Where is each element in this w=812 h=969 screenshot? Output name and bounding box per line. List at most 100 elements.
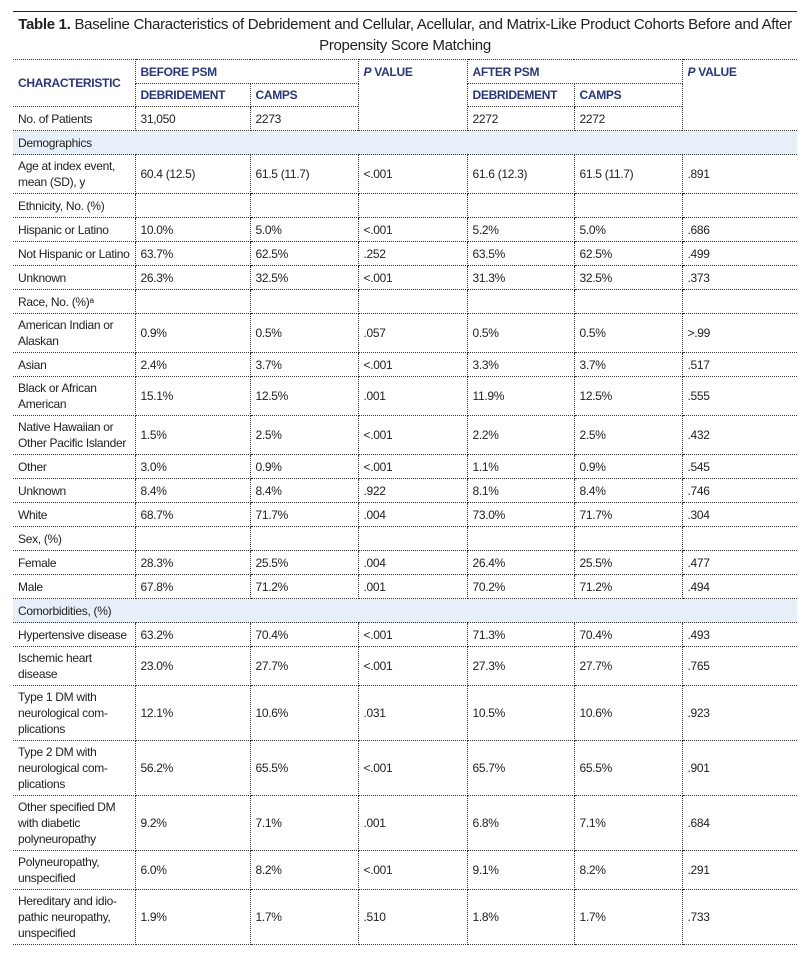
cell: 1.5%	[134, 415, 251, 455]
cell: 63.5%	[466, 241, 575, 266]
cell: 11.9%	[466, 376, 575, 416]
cell: <.001	[357, 740, 468, 796]
cell: 28.3%	[134, 550, 251, 575]
cell: .432	[681, 415, 798, 455]
table-row: Female 28.3% 25.5% .004 26.4% 25.5% .477	[13, 550, 798, 575]
row-label: Asian	[13, 352, 136, 377]
cell: 31.3%	[466, 265, 575, 290]
cell: .545	[681, 454, 798, 479]
cell: .555	[681, 376, 798, 416]
table-row: Male 67.8% 71.2% .001 70.2% 71.2% .494	[13, 574, 798, 599]
cell: <.001	[357, 352, 468, 377]
cell: 8.4%	[134, 478, 251, 503]
cell: 27.3%	[466, 646, 575, 686]
table-row: Asian 2.4% 3.7% <.001 3.3% 3.7% .517	[13, 352, 798, 377]
table-row: Other specified DM with diabetic polyneu…	[13, 795, 798, 851]
cell: 32.5%	[573, 265, 683, 290]
cell: 71.2%	[249, 574, 359, 599]
cell: <.001	[357, 850, 468, 890]
cell: .499	[681, 241, 798, 266]
row-label: Hispanic or Latino	[13, 217, 136, 242]
cell: 73.0%	[466, 502, 575, 527]
cell: <.001	[357, 217, 468, 242]
cell: 63.2%	[134, 622, 251, 647]
cell: 26.3%	[134, 265, 251, 290]
cell: .004	[357, 550, 468, 575]
table-row: Age at index event, mean (SD), y 60.4 (12…	[13, 154, 798, 194]
cell: .733	[681, 889, 798, 945]
row-label: Other	[13, 454, 136, 479]
group-row: Race, No. (%)ᵃ	[13, 289, 798, 314]
cell: 23.0%	[134, 646, 251, 686]
cell: 71.3%	[466, 622, 575, 647]
table-row: Type 1 DM with neurological com-plicatio…	[13, 685, 798, 741]
table-row: Unknown 8.4% 8.4% .922 8.1% 8.4% .746	[13, 478, 798, 503]
cell: 63.7%	[134, 241, 251, 266]
empty-cell	[357, 289, 468, 314]
row-label: American Indian or Alaskan	[13, 313, 136, 353]
cell: 8.1%	[466, 478, 575, 503]
cell: 2272	[573, 106, 683, 131]
table-body: Demographics Age at index event, mean (SD…	[13, 130, 798, 945]
section-row: Comorbidities, (%)	[13, 598, 798, 623]
row-label: Type 1 DM with neurological com-plicatio…	[13, 685, 136, 741]
row-label: No. of Patients	[13, 106, 136, 131]
row-label: Native Hawaiian or Other Pacific Islande…	[13, 415, 136, 455]
table-row: Polyneuropathy, unspecified 6.0% 8.2% <.001…	[13, 850, 798, 890]
cell: 2272	[466, 106, 575, 131]
cell: 0.9%	[573, 454, 683, 479]
cell: .765	[681, 646, 798, 686]
header-characteristic: CHARACTERISTIC	[13, 59, 136, 107]
table-row: Black or African American 15.1% 12.5% .001 1…	[13, 376, 798, 416]
row-label: Unknown	[13, 478, 136, 503]
cell: 3.0%	[134, 454, 251, 479]
cell: 8.2%	[249, 850, 359, 890]
cell: .477	[681, 550, 798, 575]
empty-cell	[681, 193, 798, 218]
row-label: Ischemic heart disease	[13, 646, 136, 686]
cell: .922	[357, 478, 468, 503]
row-label: Female	[13, 550, 136, 575]
cell: <.001	[357, 622, 468, 647]
p-value-label: P VALUE	[687, 65, 737, 79]
top-rule	[13, 11, 797, 12]
cell: <.001	[357, 415, 468, 455]
section-row: Demographics	[13, 130, 798, 155]
cell: 65.5%	[249, 740, 359, 796]
cell: 62.5%	[249, 241, 359, 266]
cell: 3.7%	[573, 352, 683, 377]
cell: 65.7%	[466, 740, 575, 796]
header-before-psm: BEFORE PSM	[134, 59, 359, 84]
header-after-psm: AFTER PSM	[466, 59, 683, 84]
empty-cell	[249, 289, 359, 314]
cell: 10.6%	[573, 685, 683, 741]
cell: 9.1%	[466, 850, 575, 890]
table-title: Table 1. Baseline Characteristics of Deb…	[13, 12, 797, 59]
row-label: Type 2 DM with neurological com-plicatio…	[13, 740, 136, 796]
cell: 70.4%	[573, 622, 683, 647]
cell: .923	[681, 685, 798, 741]
cell: 6.0%	[134, 850, 251, 890]
cell: 61.6 (12.3)	[466, 154, 575, 194]
cell: 25.5%	[573, 550, 683, 575]
group-label: Ethnicity, No. (%)	[13, 193, 136, 218]
table-row: Not Hispanic or Latino 63.7% 62.5% .252 63.5…	[13, 241, 798, 266]
cell: 7.1%	[249, 795, 359, 851]
cell: 6.8%	[466, 795, 575, 851]
cell: 70.2%	[466, 574, 575, 599]
header-camps-before: CAMPS	[249, 83, 359, 107]
cell: 5.0%	[573, 217, 683, 242]
cell: 10.6%	[249, 685, 359, 741]
cell: .517	[681, 352, 798, 377]
cell: .304	[681, 502, 798, 527]
cell: 0.9%	[134, 313, 251, 353]
row-label: Hereditary and idio-pathic neuropathy, u…	[13, 889, 136, 945]
cell: 2273	[249, 106, 359, 131]
empty-cell	[134, 193, 251, 218]
cell: 67.8%	[134, 574, 251, 599]
row-label: Hypertensive disease	[13, 622, 136, 647]
cell: 5.2%	[466, 217, 575, 242]
cell: 27.7%	[573, 646, 683, 686]
empty-cell	[357, 526, 468, 551]
cell: .684	[681, 795, 798, 851]
